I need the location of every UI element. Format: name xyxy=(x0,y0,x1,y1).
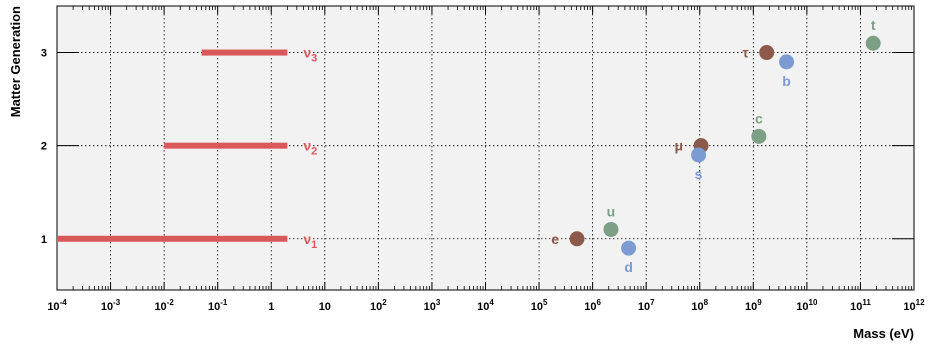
neutrino-bar-2 xyxy=(164,142,288,149)
x-tick-label: 10 xyxy=(319,301,331,313)
x-tick-label: 102 xyxy=(370,298,387,313)
y-tick-label: 2 xyxy=(41,141,47,153)
x-tick-label: 1010 xyxy=(796,298,818,313)
x-tick-label: 1 xyxy=(268,301,274,313)
neutrino-bar-1 xyxy=(57,235,288,242)
particle-label: c xyxy=(755,110,763,126)
particle-label: t xyxy=(871,17,876,33)
y-tick-label: 1 xyxy=(41,234,47,246)
particle-label: e xyxy=(551,231,559,247)
particle-point-up-quark xyxy=(865,35,881,51)
neutrino-bar-3 xyxy=(201,49,288,56)
x-tick-label: 107 xyxy=(638,298,655,313)
x-tick-label: 10-1 xyxy=(208,298,228,313)
particle-point-down-quark xyxy=(779,54,795,70)
particle-label: u xyxy=(607,203,616,219)
particle-point-down-quark xyxy=(621,240,637,256)
particle-point-lepton xyxy=(569,231,585,247)
y-tick-labels: 1 2 3 xyxy=(41,48,47,246)
x-tick-label: 104 xyxy=(477,298,494,313)
x-tick-label: 10-3 xyxy=(101,298,121,313)
x-tick-labels: 10-4 10-3 10-2 10-1 1 10 102 103 104 105 106 107 108… xyxy=(47,298,925,313)
particle-label: d xyxy=(624,259,633,275)
axis-ticks xyxy=(56,6,915,290)
particle-points: e μ τ u c t d s b xyxy=(551,17,881,275)
x-tick-label: 103 xyxy=(424,298,441,313)
y-axis-title: Matter Generation xyxy=(8,6,23,117)
x-tick-label: 10-2 xyxy=(154,298,174,313)
x-tick-label: 105 xyxy=(531,298,548,313)
neutrino-label-1: ν1 xyxy=(303,231,317,251)
particle-point-lepton xyxy=(759,45,775,61)
x-tick-label: 109 xyxy=(745,298,762,313)
particle-point-down-quark xyxy=(691,147,707,163)
plot-frame xyxy=(56,5,915,291)
x-axis-title: Mass (eV) xyxy=(853,326,914,341)
x-tick-label: 108 xyxy=(691,298,708,313)
particle-label: s xyxy=(695,166,703,182)
neutrino-mass-ranges: ν1 ν2 ν3 xyxy=(57,45,317,251)
x-tick-label: 10-4 xyxy=(47,298,67,313)
neutrino-label-3: ν3 xyxy=(303,45,317,65)
y-tick-label: 3 xyxy=(41,48,47,60)
x-tick-label: 1012 xyxy=(903,298,925,313)
particle-point-up-quark xyxy=(603,221,619,237)
particle-label: b xyxy=(782,73,791,89)
particle-point-up-quark xyxy=(751,128,767,144)
grid-lines xyxy=(57,6,914,290)
x-tick-label: 106 xyxy=(584,298,601,313)
particle-label: μ xyxy=(674,138,683,154)
x-tick-label: 1011 xyxy=(850,298,871,313)
neutrino-label-2: ν2 xyxy=(303,138,317,158)
particle-label: τ xyxy=(742,45,749,61)
